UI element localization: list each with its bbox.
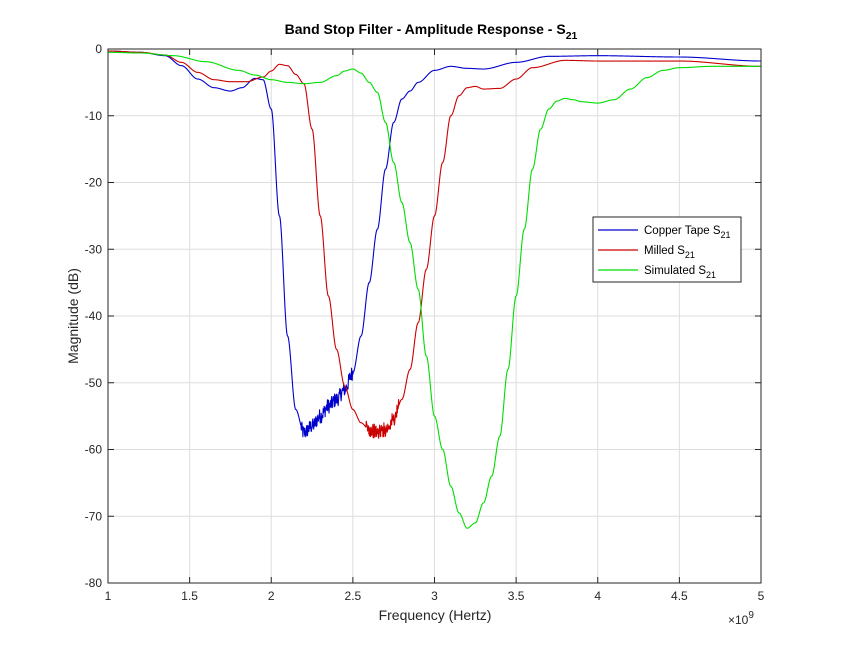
y-tick-label: -40 [85, 309, 103, 323]
chart-title-subscript: 21 [566, 30, 578, 42]
x-tick-labels: 1 1.5 2 2.5 3 3.5 4 4.5 5 [105, 589, 765, 603]
y-tick-labels: 0 -10 -20 -30 -40 -50 -60 -70 -80 [85, 42, 103, 590]
x-tick-label: 3 [431, 589, 438, 603]
x-exponent-power: 9 [748, 610, 754, 621]
x-tick-label: 4 [594, 589, 601, 603]
legend-label-milled: Milled S21 [644, 245, 695, 260]
y-axis-label: Magnitude (dB) [65, 268, 81, 364]
y-tick-label: -80 [85, 576, 103, 590]
x-axis-label: Frequency (Hertz) [379, 607, 492, 623]
legend-label-copper-tape: Copper Tape S21 [644, 225, 731, 240]
x-tick-label: 5 [758, 589, 765, 603]
y-tick-label: -10 [85, 109, 103, 123]
x-tick-label: 3.5 [508, 589, 525, 603]
chart-title-main: Band Stop Filter - Amplitude Response - … [285, 21, 566, 37]
plot-frame [107, 48, 762, 584]
x-exponent-label: ×109 [728, 610, 754, 627]
y-tick-label: -30 [85, 242, 103, 256]
series-line-simulated-s [107, 51, 762, 529]
y-tick-label: -20 [85, 176, 103, 190]
series-layer [107, 50, 762, 529]
y-tick-label: -60 [85, 443, 103, 457]
series-line-copper-tape-s [107, 50, 762, 438]
x-tick-label: 1 [105, 589, 112, 603]
x-tick-label: 1.5 [181, 589, 198, 603]
x-tick-label: 4.5 [671, 589, 688, 603]
x-tick-label: 2.5 [345, 589, 362, 603]
y-tick-label: -70 [85, 509, 103, 523]
y-tick-label: -50 [85, 376, 103, 390]
chart-title: Band Stop Filter - Amplitude Response - … [285, 21, 578, 42]
x-tick-label: 2 [268, 589, 275, 603]
legend-label-simulated: Simulated S21 [644, 265, 716, 280]
legend: Copper Tape S21 Milled S21 Simulated S21 [592, 216, 742, 283]
y-tick-label: 0 [95, 42, 102, 56]
x-exponent-base: ×10 [728, 613, 749, 627]
series-line-milled-s [107, 50, 762, 439]
